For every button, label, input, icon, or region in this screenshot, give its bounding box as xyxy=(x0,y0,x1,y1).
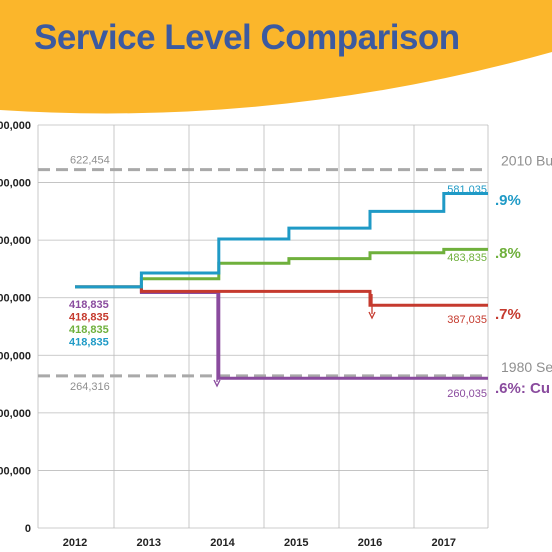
drop-arrow-head xyxy=(213,379,221,388)
x-tick-label: 2015 xyxy=(284,537,308,549)
reference-value-label: 622,454 xyxy=(70,155,110,167)
series-line-teal xyxy=(75,192,488,289)
y-tick-label: 00,000 xyxy=(0,350,31,362)
y-tick-label: 00,000 xyxy=(0,235,31,247)
series-name-label: .6%: Cu xyxy=(495,380,550,397)
series-line-red xyxy=(75,285,488,307)
series-line-green xyxy=(75,247,488,289)
x-tick-label: 2016 xyxy=(358,537,382,549)
series-name-label: .9% xyxy=(495,192,521,209)
series-name-label: .7% xyxy=(495,306,521,323)
reference-lines xyxy=(38,168,488,378)
change-arrows xyxy=(213,294,376,388)
x-tick-label: 2013 xyxy=(137,537,161,549)
reference-value-label: 264,316 xyxy=(70,381,110,393)
series-lines xyxy=(75,192,488,380)
end-value-label: 260,035 xyxy=(447,388,487,400)
x-tick-label: 2017 xyxy=(432,537,456,549)
axis-labels: 0 00,000 00,000 00,000 00,000 00,000 00,000 00,… xyxy=(0,120,456,549)
drop-arrow-head xyxy=(368,311,376,320)
reference-name-label: 2010 Bu xyxy=(501,153,552,169)
y-tick-label: 00,000 xyxy=(0,465,31,477)
y-tick-label: 00,000 xyxy=(0,293,31,305)
y-tick-label: 0 xyxy=(25,523,31,535)
start-value-label: 418,835 xyxy=(69,324,109,336)
end-value-label: 581,035 xyxy=(447,184,487,196)
end-value-label: 387,035 xyxy=(447,314,487,326)
series-line-purple xyxy=(75,285,488,380)
grid-lines xyxy=(37,124,489,529)
series-name-label: .8% xyxy=(495,245,521,262)
start-value-label: 418,835 xyxy=(69,312,109,324)
y-tick-label: 00,000 xyxy=(0,178,31,190)
title-banner xyxy=(0,0,552,114)
x-tick-label: 2012 xyxy=(63,537,87,549)
y-tick-label: 00,000 xyxy=(0,120,31,132)
reference-name-label: 1980 Ser xyxy=(501,359,552,375)
start-value-label: 418,835 xyxy=(69,299,109,311)
x-tick-label: 2014 xyxy=(210,537,235,549)
end-value-label: 483,835 xyxy=(447,252,487,264)
y-tick-label: 00,000 xyxy=(0,408,31,420)
start-value-label: 418,835 xyxy=(69,337,109,349)
chart-title: Service Level Comparison xyxy=(34,18,460,57)
